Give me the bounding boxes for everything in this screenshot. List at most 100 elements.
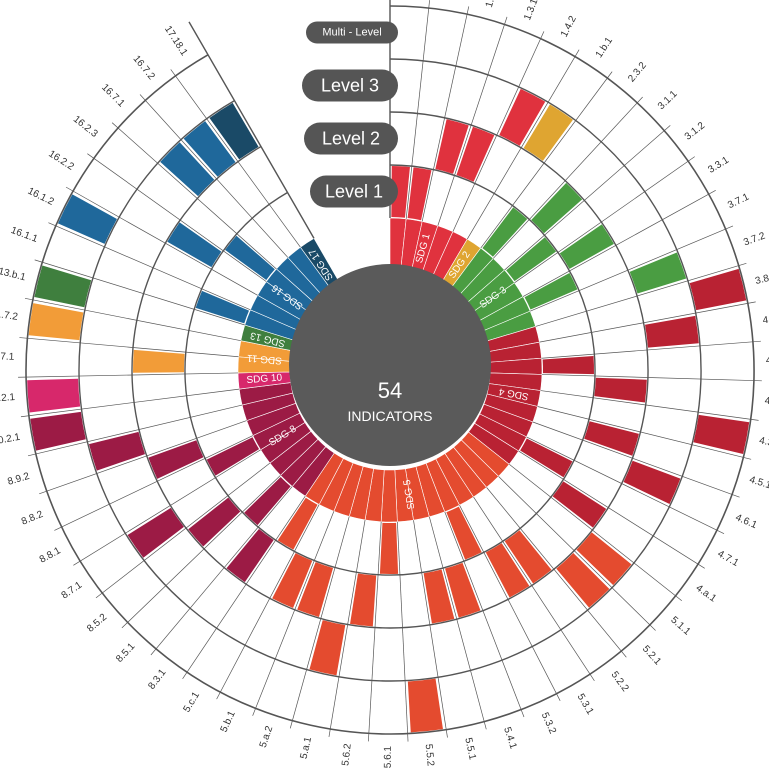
indicator-label-5.3.2: 5.3.2 bbox=[539, 711, 558, 736]
level-cell-4.6.1 bbox=[623, 460, 681, 505]
level-cell-3.1.2 bbox=[506, 237, 557, 282]
radial-line bbox=[473, 496, 595, 681]
radial-line bbox=[54, 435, 254, 531]
radial-line bbox=[522, 189, 716, 297]
center-value: 54 bbox=[378, 378, 402, 403]
radial-line bbox=[87, 153, 267, 282]
radial-line bbox=[20, 388, 240, 418]
level-cell-11.2.1 bbox=[27, 378, 81, 413]
indicator-label-3.7.1: 3.7.1 bbox=[726, 191, 751, 211]
level-cell-5.5.1 bbox=[423, 569, 455, 624]
indicator-label-8.9.2: 8.9.2 bbox=[6, 471, 31, 488]
radial-line bbox=[541, 340, 761, 359]
radial-line bbox=[429, 516, 487, 730]
indicator-label-4.6.1: 4.6.1 bbox=[734, 512, 759, 531]
radial-line bbox=[65, 186, 258, 296]
level-pill-3 bbox=[302, 69, 398, 102]
radial-line bbox=[539, 301, 756, 343]
ring-lines bbox=[18, 0, 762, 742]
level-cell-5.5.2 bbox=[407, 678, 443, 733]
indicator-label-8.8.2: 8.8.2 bbox=[20, 509, 45, 528]
indicator-label-3.1.2: 3.1.2 bbox=[683, 120, 708, 143]
level-cell-4.2.1 bbox=[542, 355, 594, 375]
radial-line bbox=[289, 516, 350, 729]
level-pill-4 bbox=[306, 21, 398, 44]
level-cell-1.3.1 bbox=[456, 126, 495, 182]
level-cell-5.3.2 bbox=[446, 506, 482, 560]
radial-line bbox=[459, 505, 561, 701]
indicator-label-16.1.1: 16.1.1 bbox=[9, 225, 39, 245]
level-pill-1 bbox=[310, 175, 398, 208]
indicator-label-11.7.2: 11.7.2 bbox=[0, 308, 19, 323]
radial-line bbox=[188, 21, 315, 239]
radial-line bbox=[526, 436, 725, 535]
level-cell-3.3.1 bbox=[559, 224, 614, 269]
level-pill-label-4: Multi - Level bbox=[322, 27, 381, 39]
level-cell-1.1.1 bbox=[391, 166, 410, 218]
indicator-label-4.1.1: 4.1.1 bbox=[762, 313, 769, 327]
indicator-label-4.3.1: 4.3.1 bbox=[758, 435, 769, 450]
level-cell-4.3.1 bbox=[693, 414, 750, 455]
radial-line bbox=[121, 475, 281, 629]
radial-line bbox=[150, 486, 293, 656]
radial-line bbox=[486, 487, 627, 658]
level-cell-3.7.2 bbox=[629, 252, 687, 294]
indicator-label-5.a.1: 5.a.1 bbox=[299, 736, 315, 761]
level-cell-11.7.2 bbox=[28, 303, 84, 341]
radial-line bbox=[540, 390, 759, 421]
level-pill-label-1: Level 1 bbox=[325, 182, 383, 202]
indicator-label-4.5.1: 4.5.1 bbox=[748, 474, 769, 491]
level-cell-5.a.2 bbox=[297, 562, 334, 617]
radial-line bbox=[413, 520, 448, 738]
sdg-inner-ring bbox=[237, 217, 543, 523]
radial-line bbox=[18, 372, 239, 378]
indicator-label-11.7.1: 11.7.1 bbox=[0, 351, 15, 363]
indicator-label-16.1.2: 16.1.2 bbox=[26, 186, 56, 208]
center-label: INDICATORS bbox=[347, 408, 432, 424]
level-pill-2 bbox=[304, 122, 398, 155]
indicator-label-4.7.1: 4.7.1 bbox=[716, 549, 741, 570]
level-cell-8.3.1 bbox=[226, 528, 274, 583]
sdg-label: SDG 10 bbox=[246, 372, 283, 386]
level-cell-5.2.1 bbox=[556, 552, 610, 608]
level-cell-16.2.3 bbox=[225, 235, 275, 280]
radial-line bbox=[252, 511, 335, 716]
level-cell-4.1.1 bbox=[645, 315, 699, 348]
level-cell-5.3.1 bbox=[485, 543, 530, 598]
indicator-label-4.2.2: 4.2.2 bbox=[764, 396, 769, 409]
indicator-label-3.3.1: 3.3.1 bbox=[706, 155, 731, 176]
radial-line bbox=[139, 94, 289, 258]
indicator-label-16.7.1: 16.7.1 bbox=[99, 82, 127, 110]
indicator-label-5.5.1: 5.5.1 bbox=[462, 737, 477, 761]
radial-line bbox=[73, 449, 261, 566]
indicator-label-3.1.1: 3.1.1 bbox=[656, 88, 680, 112]
sdg-label: SDG 5 bbox=[402, 478, 418, 510]
level-cell-1.2.2 bbox=[435, 119, 469, 174]
indicator-label-3.7.2: 3.7.2 bbox=[742, 230, 767, 248]
level-cell-4.a.1 bbox=[552, 481, 607, 528]
radial-line bbox=[328, 519, 366, 738]
level-cells bbox=[27, 88, 750, 733]
indicator-label-5.6.2: 5.6.2 bbox=[340, 743, 353, 767]
radial-line bbox=[95, 462, 271, 599]
indicator-label-16.7.2: 16.7.2 bbox=[131, 54, 157, 83]
radial-line bbox=[444, 511, 525, 718]
indicator-label-5.4.1: 5.4.1 bbox=[501, 726, 518, 751]
level-cell-5.1.1 bbox=[576, 532, 632, 586]
level-cell-5.a.1 bbox=[309, 620, 346, 676]
radial-line bbox=[492, 96, 643, 259]
radial-line bbox=[170, 69, 301, 248]
radial-line bbox=[509, 464, 683, 602]
level-cell-16.7.1 bbox=[160, 142, 215, 197]
level-cell-13.b.1 bbox=[34, 265, 92, 308]
radial-line bbox=[39, 420, 247, 495]
level-cell-1.b.1 bbox=[523, 104, 573, 161]
radial-line bbox=[24, 297, 241, 342]
indicator-label-4.a.1: 4.a.1 bbox=[694, 583, 719, 605]
radial-line bbox=[535, 262, 747, 327]
radial-line bbox=[541, 374, 762, 382]
level-cell-11.7.1 bbox=[133, 349, 185, 373]
radial-line bbox=[437, 16, 508, 226]
level-cell-1.2.1 bbox=[407, 167, 432, 221]
radial-line bbox=[421, 6, 470, 222]
